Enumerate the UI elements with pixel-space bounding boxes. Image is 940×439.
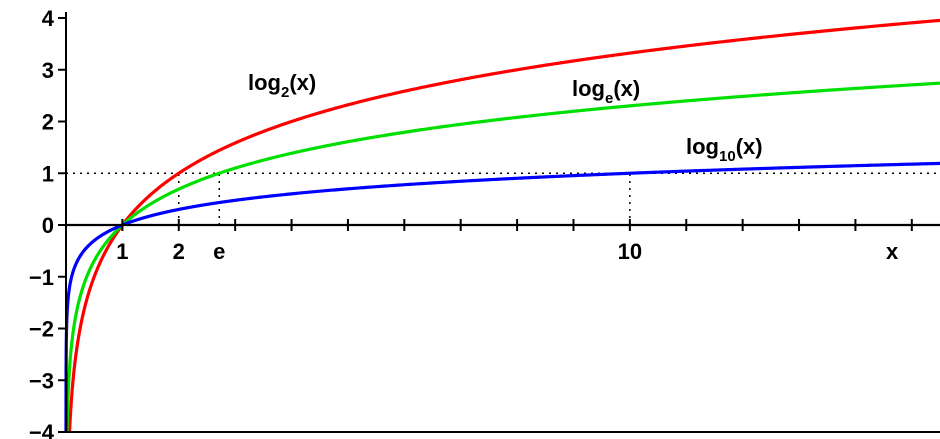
series-label-log10(x): log10(x) bbox=[686, 134, 763, 165]
y-tick-label: 2 bbox=[42, 110, 54, 135]
y-tick-label: 4 bbox=[42, 6, 55, 31]
y-tick-label: −4 bbox=[29, 420, 55, 439]
series-line-log2(x) bbox=[67, 18, 940, 433]
x-tick-label: 10 bbox=[618, 239, 642, 264]
series-line-loge(x) bbox=[65, 81, 940, 432]
reference-lines bbox=[66, 172, 940, 225]
y-tick-label: −2 bbox=[29, 317, 54, 342]
series-label-log2(x): log2(x) bbox=[248, 70, 316, 101]
x-tick-label: 2 bbox=[173, 239, 185, 264]
y-tick-label: 1 bbox=[42, 161, 54, 186]
axes bbox=[58, 12, 940, 433]
y-tick-label: −3 bbox=[29, 368, 54, 393]
x-tick-label: 1 bbox=[116, 239, 128, 264]
y-tick-label: 0 bbox=[42, 213, 54, 238]
x-tick-label: e bbox=[213, 239, 225, 264]
y-tick-label: −1 bbox=[29, 265, 54, 290]
series-line-log10(x) bbox=[64, 161, 940, 432]
y-tick-label: 3 bbox=[42, 58, 54, 83]
series-label-loge(x): loge(x) bbox=[572, 76, 640, 107]
curves bbox=[64, 18, 940, 433]
labels: x −4 −3 −2 −1 0 1 2 3 4 1 2 e 10 log2(x) loge(x) log10(… bbox=[29, 6, 899, 439]
x-axis-label: x bbox=[886, 239, 899, 264]
